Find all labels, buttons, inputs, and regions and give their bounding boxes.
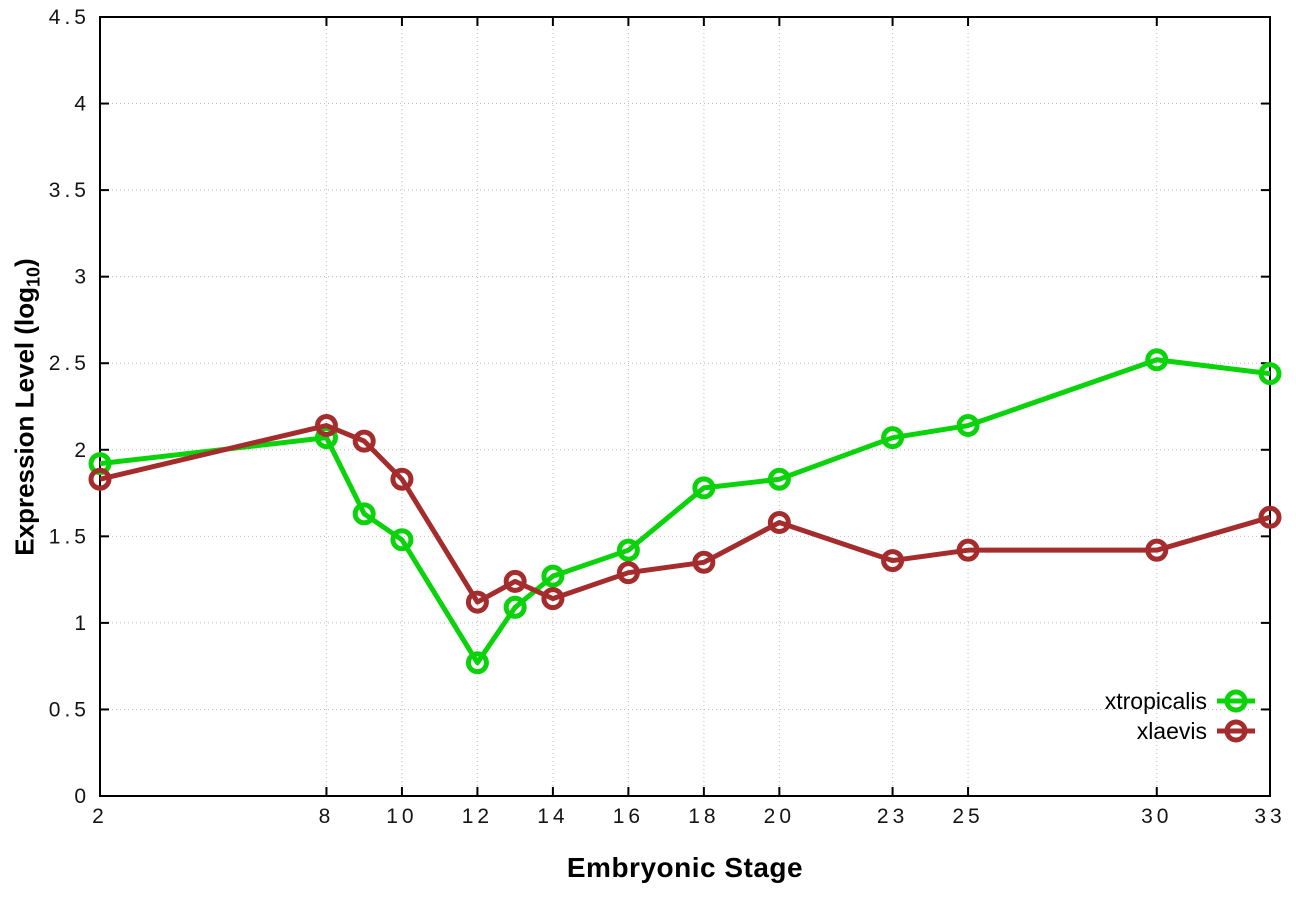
svg-text:1.5: 1.5 [49, 525, 90, 548]
svg-text:3: 3 [74, 266, 90, 289]
legend: xtropicalis xlaevis [1105, 686, 1256, 746]
y-axis-title-text: Expression Level (log [9, 286, 40, 556]
svg-text:4: 4 [74, 93, 90, 116]
svg-text:12: 12 [462, 805, 493, 828]
svg-text:16: 16 [613, 805, 644, 828]
legend-label: xtropicalis [1104, 687, 1207, 714]
legend-item-xlaevis: xlaevis [1105, 716, 1256, 746]
svg-text:1: 1 [74, 612, 90, 635]
y-axis-title-subscript: 10 [23, 266, 44, 287]
svg-text:8: 8 [319, 805, 335, 828]
svg-text:0: 0 [74, 785, 90, 808]
line-point-marker-icon [1217, 689, 1255, 713]
svg-text:33: 33 [1254, 805, 1285, 828]
svg-text:10: 10 [386, 805, 417, 828]
svg-text:2.5: 2.5 [49, 352, 90, 375]
y-axis-title: Expression Level (log10) [9, 258, 44, 555]
svg-text:0.5: 0.5 [49, 698, 90, 721]
svg-text:18: 18 [688, 805, 719, 828]
svg-text:23: 23 [877, 805, 908, 828]
svg-text:25: 25 [952, 805, 983, 828]
legend-label: xlaevis [1136, 717, 1207, 744]
svg-text:14: 14 [537, 805, 568, 828]
svg-text:3.5: 3.5 [49, 179, 90, 202]
svg-text:20: 20 [764, 805, 795, 828]
svg-text:4.5: 4.5 [49, 6, 90, 29]
legend-item-xtropicalis: xtropicalis [1105, 686, 1256, 716]
y-axis-title-suffix: ) [9, 258, 40, 267]
svg-text:30: 30 [1141, 805, 1172, 828]
svg-text:2: 2 [92, 805, 108, 828]
svg-text:2: 2 [74, 439, 90, 462]
line-point-marker-icon [1217, 719, 1255, 743]
x-axis-title: Embryonic Stage [566, 852, 804, 883]
